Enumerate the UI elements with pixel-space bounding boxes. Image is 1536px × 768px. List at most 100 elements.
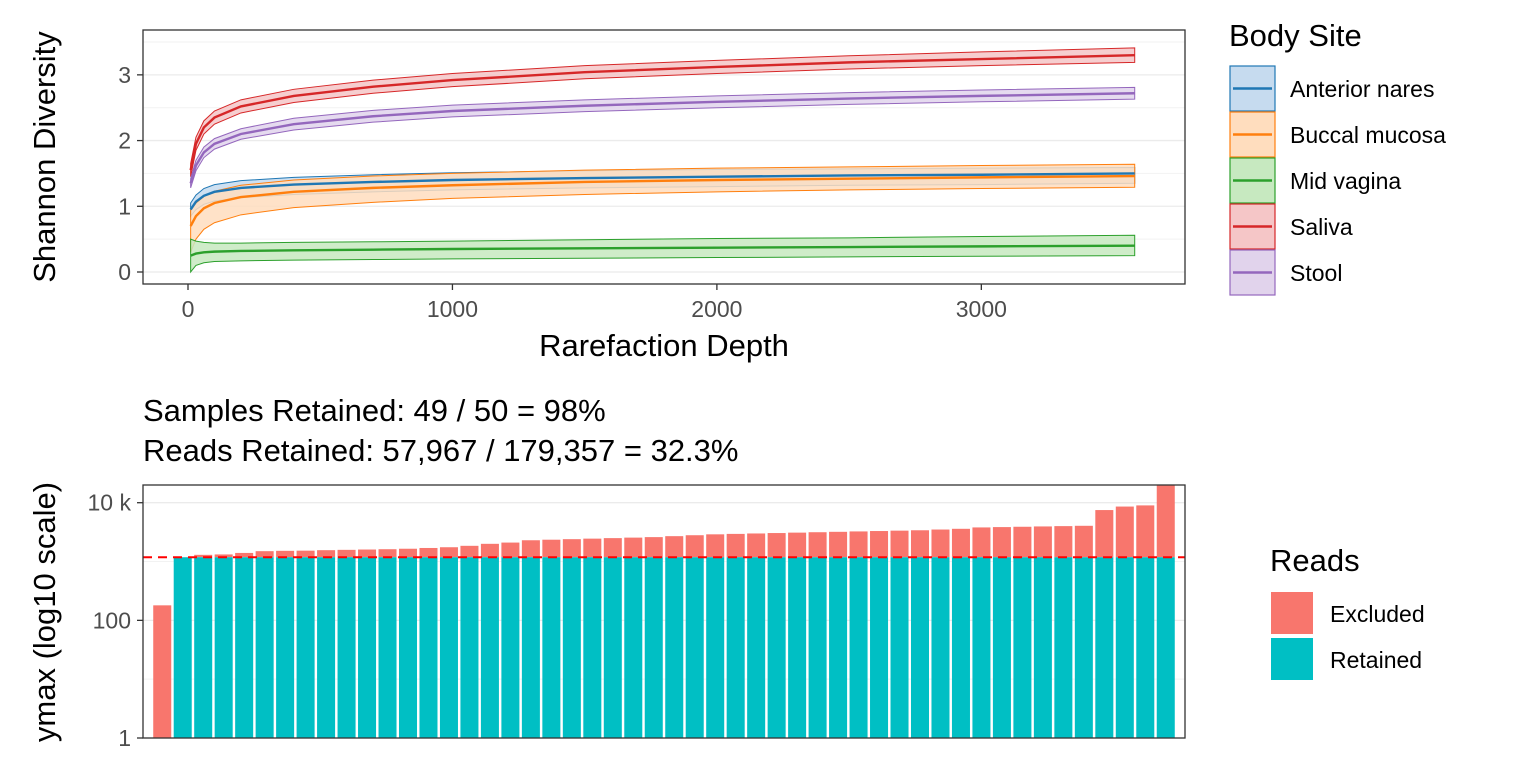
bar-excluded-reads: [1013, 526, 1032, 558]
bar-excluded-reads: [235, 552, 254, 558]
bar-retained-reads: [829, 557, 848, 738]
y-tick-label: 100: [93, 607, 131, 633]
legend-label: Retained: [1330, 647, 1422, 673]
bar-retained-reads: [358, 557, 377, 738]
line-buccal-mucosa: [189, 174, 1135, 227]
bar-excluded-reads: [685, 535, 704, 558]
y-tick-label: 0: [118, 259, 131, 285]
bar-excluded-reads: [1054, 526, 1073, 558]
bar-retained-reads: [910, 557, 930, 738]
bar-retained-reads: [788, 557, 807, 738]
reads-panel: Samples Retained: 49 / 50 = 98% Reads Re…: [27, 393, 1425, 751]
bar-excluded-reads: [849, 531, 868, 558]
bar-excluded-reads: [624, 537, 643, 558]
bar-excluded-reads: [726, 533, 745, 558]
bar-retained-reads: [398, 557, 418, 738]
legend-key: [1271, 638, 1313, 680]
legend-label: Saliva: [1290, 214, 1353, 240]
bar-excluded-reads: [542, 539, 561, 558]
legend-reads: Excluded Retained: [1271, 592, 1425, 680]
bar-retained-reads: [951, 557, 970, 738]
x-axis-title: Rarefaction Depth: [539, 328, 789, 363]
bar-retained-reads: [1033, 557, 1052, 738]
bar-excluded-reads: [972, 527, 991, 558]
legend-title-reads: Reads: [1270, 543, 1360, 578]
bar-excluded-reads: [767, 533, 786, 558]
reads-plot-frame: [142, 484, 1186, 739]
bar-excluded-reads: [460, 545, 479, 558]
bar-excluded-reads: [1156, 485, 1175, 558]
reads-y-axis-title: ymax (log10 scale): [27, 482, 62, 742]
y-tick-label: 1: [118, 193, 131, 219]
line-mid-vagina: [190, 244, 1135, 257]
bar-retained-reads: [460, 557, 479, 738]
bar-retained-reads: [1054, 557, 1073, 738]
legend-title-body-site: Body Site: [1229, 18, 1362, 53]
bar-retained-reads: [870, 557, 889, 738]
subtitle-samples-retained: Samples Retained: 49 / 50 = 98%: [143, 393, 606, 428]
bar-excluded-reads: [951, 528, 970, 558]
bar-retained-reads: [624, 557, 643, 738]
bar-excluded-reads: [255, 551, 274, 558]
bar-retained-reads: [1136, 557, 1155, 738]
bar-excluded-reads: [1115, 506, 1134, 558]
bar-retained-reads: [665, 557, 684, 738]
bar-excluded-reads: [788, 532, 807, 558]
bar-retained-reads: [849, 557, 868, 738]
bar-excluded-reads: [480, 543, 499, 558]
bar-retained-reads: [644, 557, 663, 738]
bar-excluded-reads: [562, 539, 581, 558]
bar-retained-reads: [419, 557, 438, 738]
bar-excluded-reads: [1033, 526, 1052, 558]
bar-excluded-reads: [583, 538, 602, 558]
bar-excluded-reads: [317, 550, 336, 558]
bar-retained-reads: [542, 557, 561, 738]
bar-excluded-reads: [1074, 525, 1093, 558]
bar-retained-reads: [337, 557, 356, 738]
rarefaction-ticks: 0 1 2 3 0 1000 2000 3000: [118, 62, 1007, 322]
bar-excluded-reads: [1136, 505, 1155, 558]
bar-excluded-reads: [398, 548, 418, 558]
bar-excluded-reads: [1095, 510, 1114, 558]
bar-retained-reads: [235, 557, 254, 738]
bar-excluded-reads: [214, 554, 233, 558]
y-tick-label: 10 k: [88, 490, 132, 516]
bar-excluded-reads: [931, 529, 950, 558]
line-saliva: [189, 53, 1135, 171]
bar-retained-reads: [378, 557, 397, 738]
y-tick-label: 3: [118, 62, 131, 88]
bar-excluded-reads: [665, 536, 684, 558]
bar-retained-reads: [501, 557, 520, 738]
bar-retained-reads: [1156, 557, 1175, 738]
bar-excluded-reads: [706, 534, 725, 558]
bar-retained-reads: [1095, 557, 1114, 738]
rarefaction-plot-frame: [142, 29, 1186, 285]
rarefaction-lines: [189, 53, 1135, 257]
subtitle-reads-retained: Reads Retained: 57,967 / 179,357 = 32.3%: [143, 433, 738, 468]
bar-excluded-reads: [378, 549, 397, 558]
bar-retained-reads: [706, 557, 725, 738]
bar-excluded-reads: [890, 530, 909, 558]
bar-retained-reads: [726, 557, 745, 738]
bar-retained-reads: [214, 557, 233, 738]
bar-excluded-reads: [808, 532, 827, 558]
bar-retained-reads: [194, 557, 213, 738]
bar-excluded-reads: [337, 549, 356, 558]
bar-retained-reads: [972, 557, 991, 738]
bar-excluded-reads: [276, 550, 295, 558]
bar-retained-reads: [521, 557, 540, 738]
bar-excluded-reads: [521, 540, 540, 558]
x-tick-label: 1000: [427, 296, 478, 322]
bar-retained-reads: [890, 557, 909, 738]
legend-key: [1271, 592, 1313, 634]
bar-excluded-reads: [194, 554, 213, 558]
legend-label: Mid vagina: [1290, 168, 1401, 194]
bar-excluded-reads: [644, 537, 663, 558]
bar-excluded-reads: [910, 530, 930, 558]
bar-retained-reads: [583, 557, 602, 738]
bar-excluded-reads: [501, 542, 520, 558]
y-tick-label: 2: [118, 128, 131, 154]
bar-retained-reads: [992, 557, 1011, 738]
bar-excluded-reads: [419, 547, 438, 558]
ribbon-mid-vagina: [190, 234, 1136, 274]
